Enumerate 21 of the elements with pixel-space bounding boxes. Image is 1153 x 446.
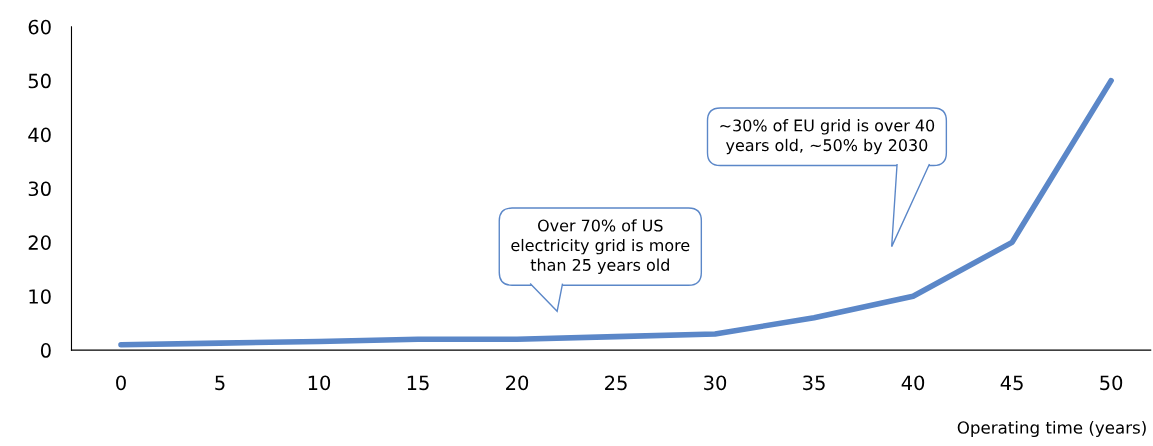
y-tick-label: 0: [40, 343, 51, 358]
y-tick-label: 40: [28, 127, 51, 143]
x-tick-label: 30: [704, 375, 727, 391]
y-tick-label: 60: [28, 19, 51, 35]
x-tick-label: 25: [605, 375, 627, 391]
annotation: Over 70% of US electricity grid is more than 25 years old: [511, 219, 690, 275]
y-tick-label: 50: [28, 73, 51, 89]
x-tick-label: 50: [1100, 375, 1123, 391]
x-tick-label: 5: [215, 375, 225, 391]
y-tick-label: 10: [29, 289, 51, 304]
annotation: ~30% of EU grid is over 40 years old, ~50% by 2030: [720, 119, 935, 155]
x-axis-title: Operating time (years): [957, 420, 1146, 438]
x-tick-label: 35: [803, 375, 825, 391]
x-tick-label: 20: [506, 375, 529, 391]
x-tick-label: 10: [308, 375, 331, 391]
x-tick-label: 40: [901, 375, 925, 391]
x-tick-label: 45: [1000, 375, 1023, 391]
y-tick-label: 30: [28, 181, 51, 197]
y-tick-label: 20: [28, 235, 51, 250]
x-tick-label: 0: [116, 375, 126, 391]
x-tick-label: 15: [407, 375, 429, 391]
